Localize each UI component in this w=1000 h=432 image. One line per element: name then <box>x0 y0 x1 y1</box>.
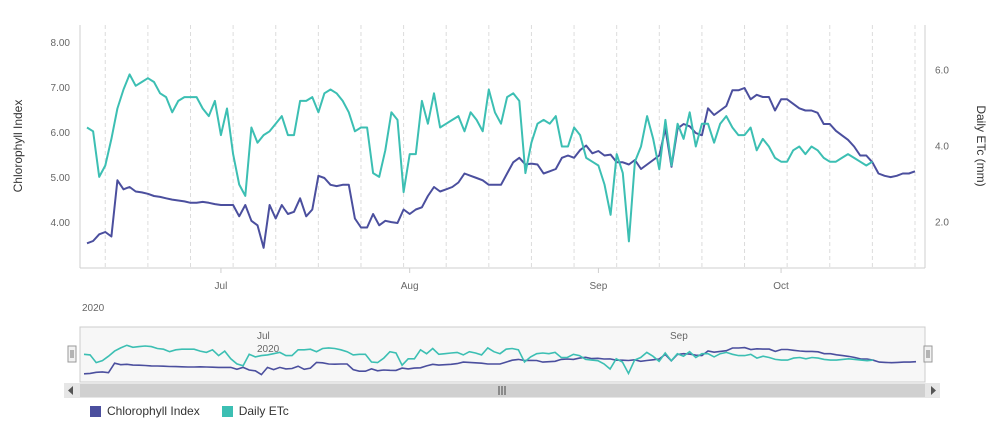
y-right-tick-label: 4.0 <box>935 142 949 153</box>
scroll-right-arrow-icon[interactable] <box>931 386 936 395</box>
daily-etc-line <box>86 73 873 243</box>
navigator-handle-right[interactable] <box>923 345 933 363</box>
x-tick-label: Jul <box>215 281 228 292</box>
y-left-tick-label: 8.00 <box>51 38 71 49</box>
navigator-chlorophyll-line <box>83 346 917 376</box>
y-left-tick-label: 4.00 <box>51 218 71 229</box>
navigator-label-jul: Jul <box>257 331 270 342</box>
legend: Chlorophyll Index Daily ETc <box>90 404 289 418</box>
y-right-axis-title: Daily ETc (mm) <box>974 105 988 186</box>
x-year-label: 2020 <box>82 303 105 314</box>
legend-label-etc: Daily ETc <box>238 404 289 418</box>
navigator-etc-line <box>83 344 874 376</box>
y-left-tick-label: 6.00 <box>51 128 71 139</box>
y-left-tick-label: 7.00 <box>51 83 71 94</box>
navigator-panel <box>79 326 926 383</box>
y-right-tick-label: 2.0 <box>935 217 949 228</box>
legend-swatch-etc <box>221 405 233 417</box>
navigator-year-label: 2020 <box>257 344 280 355</box>
legend-item-etc[interactable]: Daily ETc <box>221 404 289 418</box>
x-tick-label: Oct <box>773 281 789 292</box>
navigator-label-sep: Sep <box>670 331 688 342</box>
scroll-left-arrow-icon[interactable] <box>68 386 73 395</box>
legend-swatch-chlorophyll <box>90 405 101 417</box>
y-left-tick-label: 5.00 <box>51 173 71 184</box>
x-tick-label: Aug <box>401 281 419 292</box>
navigator-handle-left[interactable] <box>67 345 77 363</box>
legend-item-chlorophyll[interactable]: Chlorophyll Index <box>90 404 200 418</box>
chlorophyll-index-line <box>86 87 916 249</box>
y-right-tick-label: 6.0 <box>935 66 949 77</box>
x-tick-label: Sep <box>590 281 608 292</box>
y-left-axis-title: Chlorophyll Index <box>11 100 25 193</box>
legend-label-chlorophyll: Chlorophyll Index <box>107 404 200 418</box>
